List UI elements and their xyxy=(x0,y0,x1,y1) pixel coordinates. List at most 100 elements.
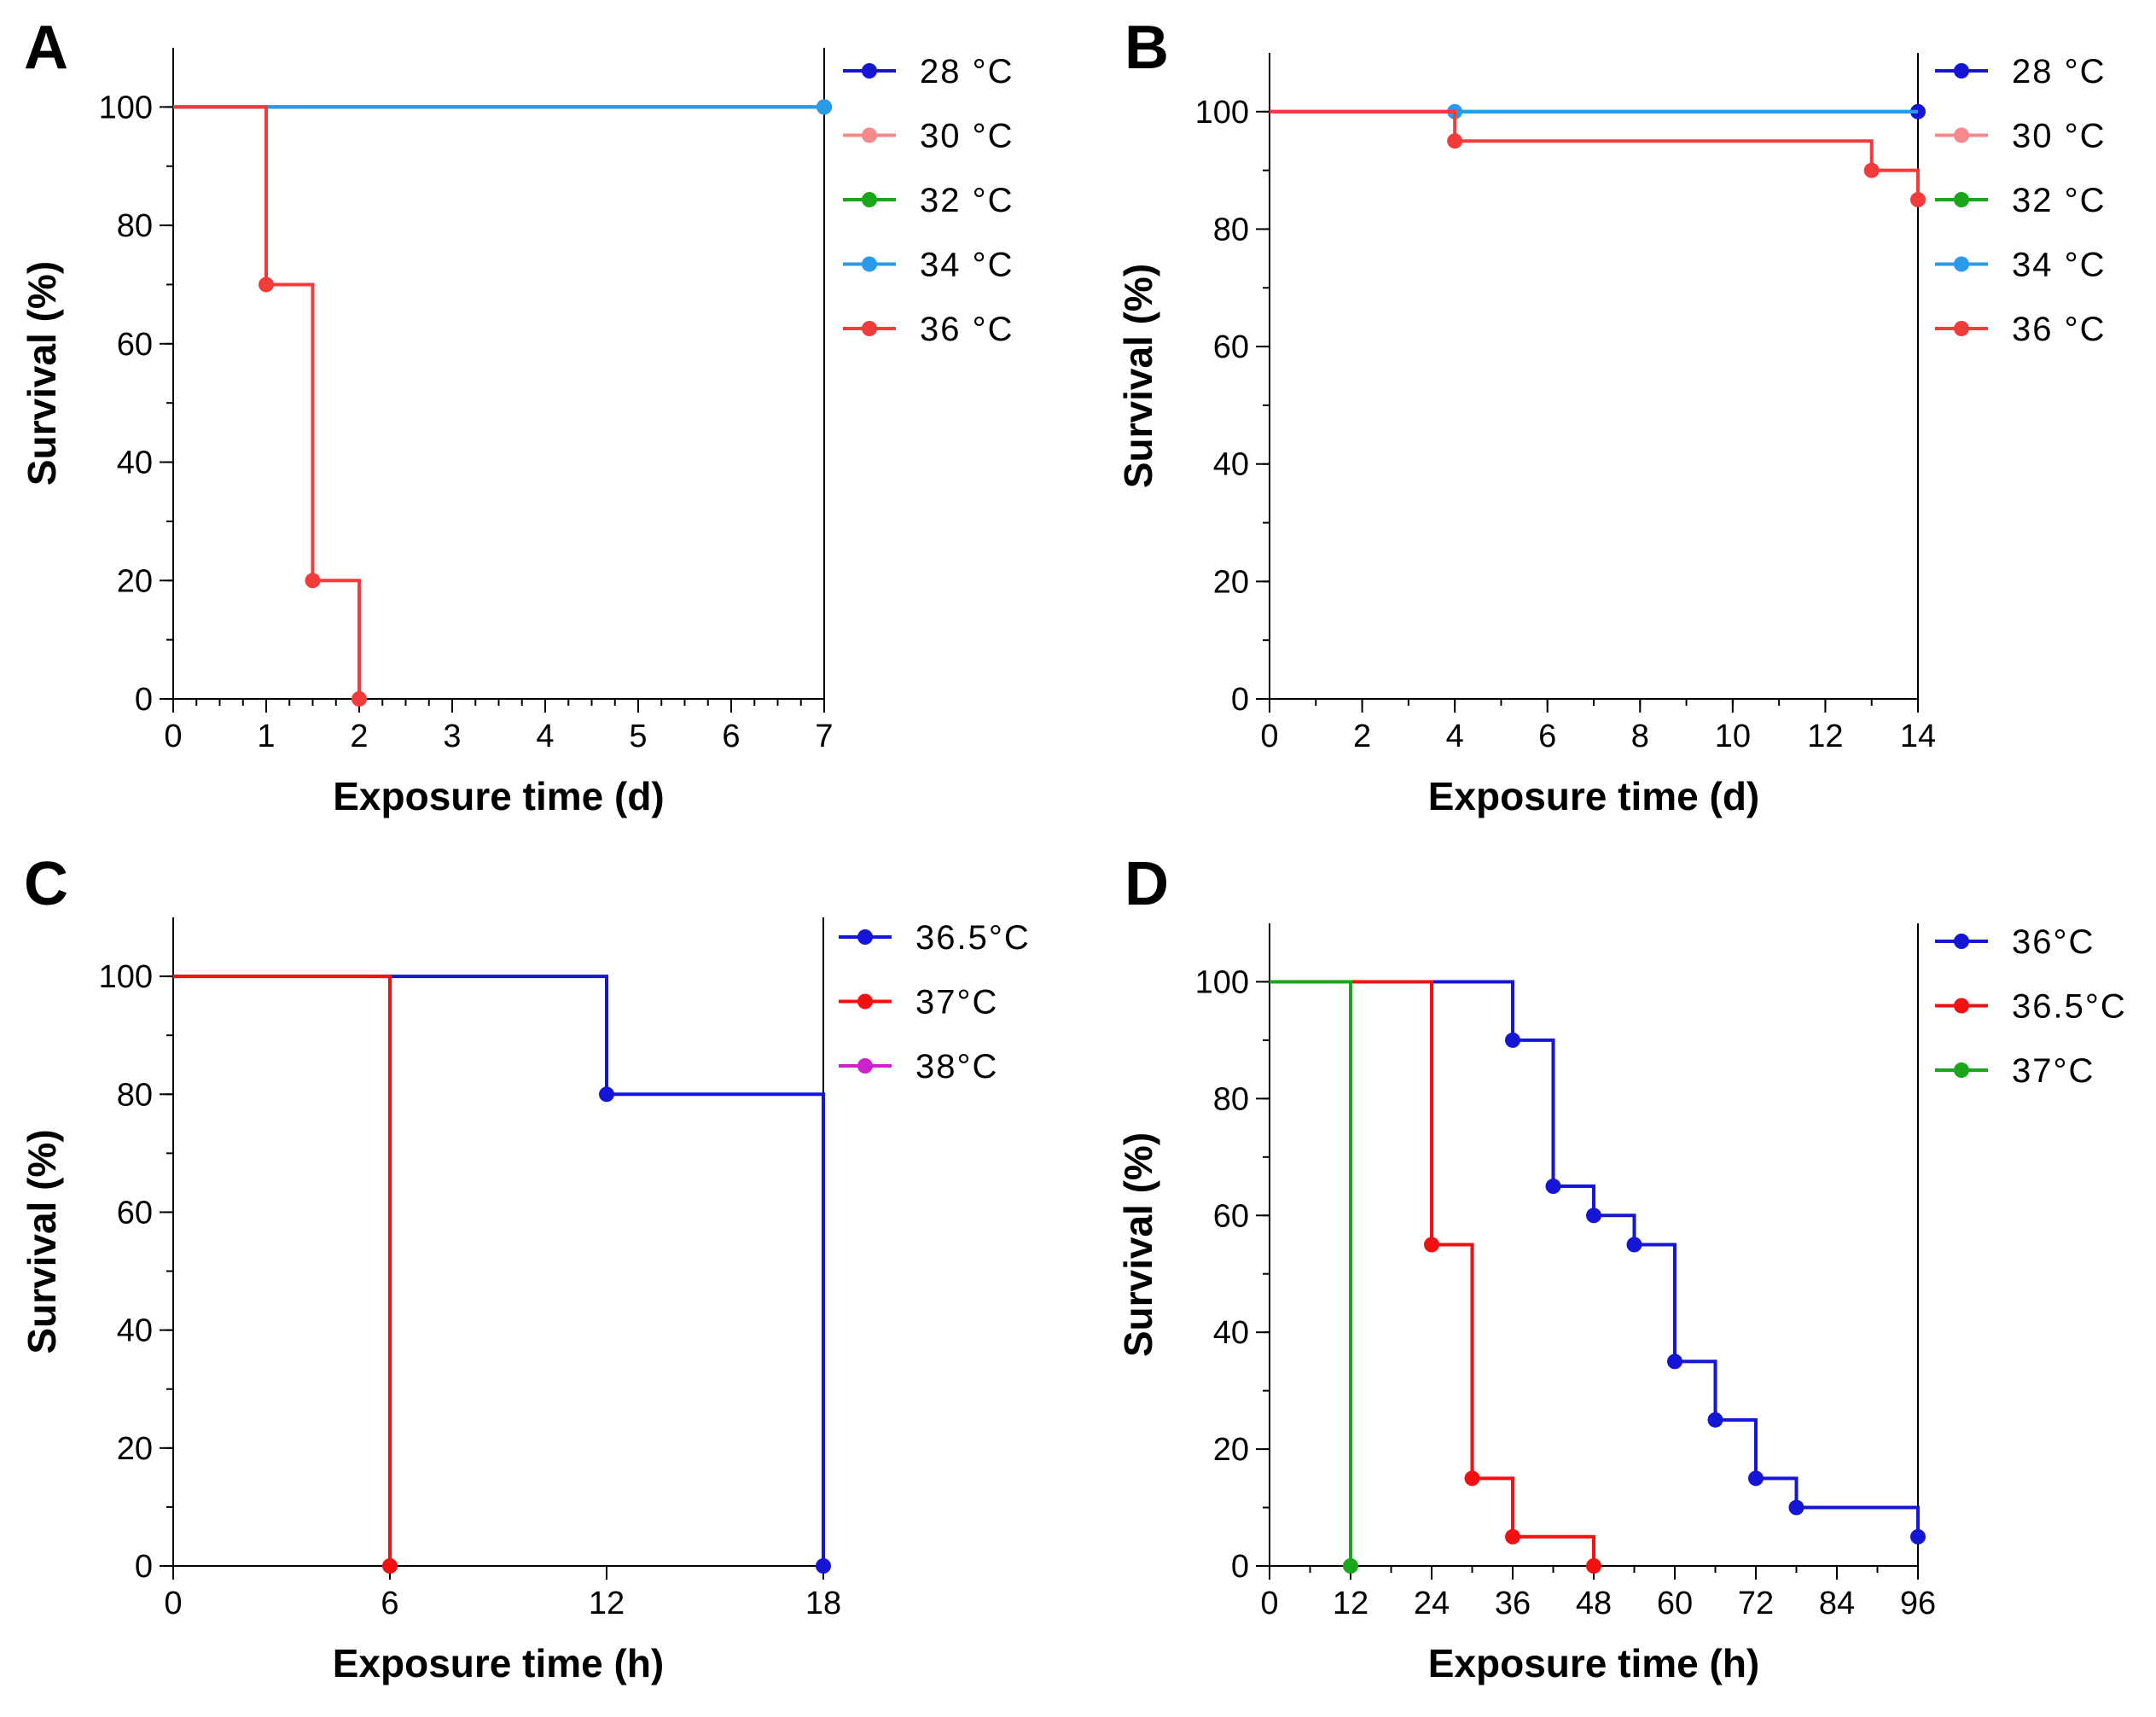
series-marker xyxy=(1343,1558,1358,1574)
x-tick-label: 48 xyxy=(1576,1586,1612,1621)
series-marker xyxy=(1586,1208,1601,1224)
legend-label: 37°C xyxy=(2012,1052,2095,1090)
y-tick-label: 100 xyxy=(99,90,153,125)
x-tick-label: 0 xyxy=(1260,719,1278,754)
y-tick-label: 40 xyxy=(117,1313,153,1349)
x-tick-label: 0 xyxy=(164,1586,182,1621)
x-axis-title: Exposure time (d) xyxy=(1428,774,1760,818)
x-tick-label: 2 xyxy=(1353,719,1371,754)
legend-swatch-marker xyxy=(862,321,877,336)
legend-swatch-marker xyxy=(862,256,877,272)
legend-swatch-marker xyxy=(1954,192,1969,207)
legend-swatch-marker xyxy=(862,63,877,79)
y-axis-title: Survival (%) xyxy=(20,261,64,486)
y-tick-label: 80 xyxy=(1213,212,1249,247)
series-marker xyxy=(1424,1237,1439,1253)
panel-c: C 0 20 40 60 80 100 0 6 12 18 Exposure time (h) Surv… xyxy=(20,850,1031,1685)
y-tick-label: 20 xyxy=(1213,1432,1249,1468)
x-tick-label: 72 xyxy=(1738,1586,1774,1621)
x-tick-label: 5 xyxy=(629,719,647,754)
x-tick-label: 12 xyxy=(1807,719,1843,754)
y-tick-label: 100 xyxy=(1195,95,1249,131)
series-marker xyxy=(599,1086,614,1103)
legend-swatch-marker xyxy=(857,1058,873,1074)
series-marker xyxy=(1545,1179,1561,1195)
series-marker xyxy=(1447,133,1463,149)
x-tick-label: 36 xyxy=(1495,1586,1531,1621)
x-tick-label: 6 xyxy=(1538,719,1556,754)
series-marker xyxy=(1505,1032,1520,1048)
x-tick-label: 3 xyxy=(443,719,461,754)
y-tick-label: 0 xyxy=(135,682,153,718)
x-tick-label: 24 xyxy=(1414,1586,1450,1621)
legend-label: 36.5°C xyxy=(2012,988,2127,1026)
legend-swatch-marker xyxy=(857,929,873,945)
x-tick-label: 84 xyxy=(1819,1586,1855,1621)
legend-label: 32 °C xyxy=(2012,182,2107,219)
legend-swatch-marker xyxy=(862,192,877,207)
y-tick-label: 20 xyxy=(117,1431,153,1467)
panel-letter: A xyxy=(24,14,68,82)
legend-swatch-marker xyxy=(857,993,873,1010)
legend-swatch-marker xyxy=(1954,998,1969,1014)
series-line xyxy=(1270,109,1920,201)
y-tick-label: 40 xyxy=(1213,1315,1249,1351)
x-tick-label: 7 xyxy=(815,719,833,754)
legend-label: 34 °C xyxy=(2012,247,2107,284)
series-marker xyxy=(259,276,274,293)
legend-label: 38°C xyxy=(915,1048,998,1085)
legend-swatch-marker xyxy=(1954,321,1969,336)
x-tick-label: 0 xyxy=(164,719,182,754)
panel-letter: B xyxy=(1124,14,1169,82)
series-marker xyxy=(1863,162,1880,178)
y-tick-label: 100 xyxy=(1195,964,1249,1000)
legend-label: 37°C xyxy=(915,984,998,1021)
series-marker xyxy=(352,691,367,707)
x-tick-label: 8 xyxy=(1631,719,1649,754)
series-marker xyxy=(1910,1528,1926,1545)
x-tick-label: 10 xyxy=(1715,719,1751,754)
legend-swatch-marker xyxy=(1954,1062,1969,1078)
series-line xyxy=(173,105,361,699)
panel-d: D 0 20 40 60 80 100 0 12 24 36 48 60 72 84 96 Exposure t… xyxy=(1116,850,2127,1685)
x-tick-label: 60 xyxy=(1657,1586,1693,1621)
y-tick-label: 40 xyxy=(1213,447,1249,483)
x-axis-title: Exposure time (h) xyxy=(1428,1641,1760,1685)
y-tick-label: 60 xyxy=(117,1195,153,1231)
legend-swatch-marker xyxy=(1954,934,1969,949)
y-tick-label: 20 xyxy=(117,563,153,599)
y-axis-title: Survival (%) xyxy=(1116,1132,1160,1357)
y-tick-label: 0 xyxy=(135,1549,153,1585)
series-marker xyxy=(1748,1470,1764,1487)
panel-a: A 0 20 40 60 80 100 0 1 2 3 4 5 6 7 Exposure time (d) Su… xyxy=(20,14,1014,818)
y-tick-label: 80 xyxy=(117,208,153,244)
legend-label: 28 °C xyxy=(2012,53,2107,90)
x-tick-label: 0 xyxy=(1260,1586,1278,1621)
series-line xyxy=(1270,980,1920,1537)
x-tick-label: 4 xyxy=(1446,719,1464,754)
series-line xyxy=(1270,980,1595,1566)
series-marker xyxy=(816,99,832,115)
legend-label: 30 °C xyxy=(920,118,1014,155)
legend-swatch-marker xyxy=(1954,63,1969,79)
x-tick-label: 1 xyxy=(257,719,275,754)
y-tick-label: 0 xyxy=(1231,1549,1249,1585)
legend-label: 30 °C xyxy=(2012,118,2107,155)
x-tick-label: 2 xyxy=(350,719,368,754)
y-tick-label: 40 xyxy=(117,445,153,481)
series-marker xyxy=(305,573,321,589)
legend-label: 34 °C xyxy=(920,247,1014,284)
series-marker xyxy=(1707,1411,1723,1428)
x-axis-title: Exposure time (h) xyxy=(333,1641,665,1685)
y-tick-label: 60 xyxy=(1213,1198,1249,1234)
panel-letter: D xyxy=(1124,850,1169,918)
y-tick-label: 100 xyxy=(99,959,153,995)
series-marker xyxy=(1464,1470,1480,1487)
y-tick-label: 20 xyxy=(1213,564,1249,600)
series-marker xyxy=(1626,1237,1642,1253)
y-tick-label: 60 xyxy=(1213,329,1249,365)
x-tick-label: 14 xyxy=(1900,719,1936,754)
y-tick-label: 80 xyxy=(117,1077,153,1113)
x-tick-label: 12 xyxy=(1333,1586,1369,1621)
legend-label: 36.5°C xyxy=(915,919,1031,957)
